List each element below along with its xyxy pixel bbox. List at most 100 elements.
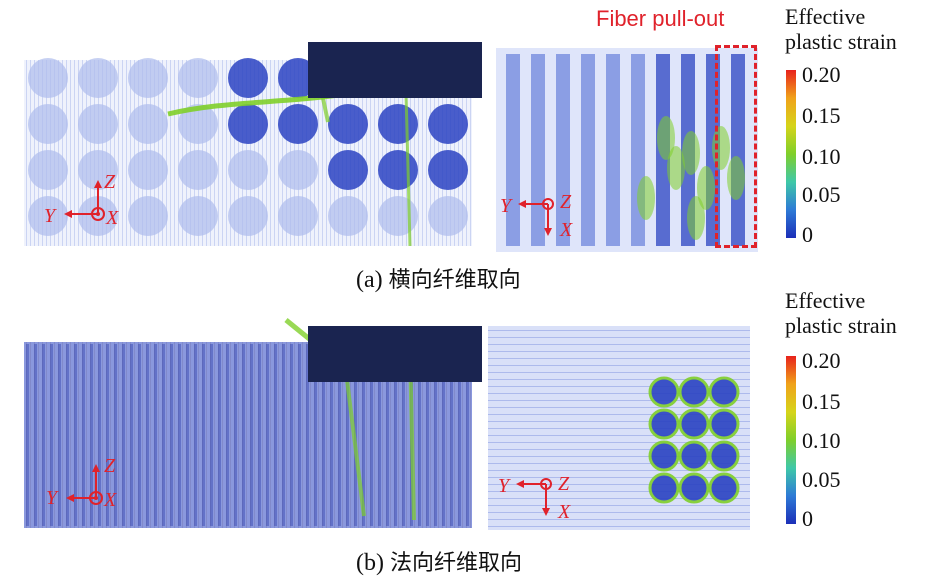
fiber-circle [78,150,118,190]
caption-a: (a) 横向纤维取向 [356,262,521,294]
fiber-circle [178,58,218,98]
axis-arrows-b-right [516,478,552,516]
fiber-circle [378,196,418,236]
panel-a-side-svg [24,42,482,247]
colorbar-b-title: Effective plastic strain [785,288,897,338]
fiber-column [186,344,189,526]
axis-z-label-b-left: Z [104,455,116,477]
colorbar-a-title-line1: Effective [785,4,866,29]
fiber-circle [428,196,468,236]
axis-z-label-b-right: Z [558,473,570,495]
fiber-circle [128,150,168,190]
fiber-circle [708,440,740,472]
colorbar-a [786,70,796,238]
fiber-column [170,344,173,526]
axis-y-label-b-right: Y [498,475,510,497]
axis-arrows-a-right [518,198,554,236]
fiber-column [210,344,213,526]
panel-b-section-view [488,326,750,530]
fiber-column [242,344,245,526]
colorbar-b-title-line2: plastic strain [785,313,897,338]
colorbar-b-tick-4: 0.05 [802,467,841,492]
strain-spot [682,131,700,175]
fiber-column [202,344,205,526]
colorbar-a-tick-4: 0.05 [802,182,841,207]
colorbar-b-tick-2: 0.15 [802,389,841,414]
fiber-circle [708,408,740,440]
axis-z-label-a-left: Z [104,171,116,193]
fiber-column [154,344,157,526]
fiber-pullout-label: Fiber pull-out [596,6,725,31]
fiber-column [282,344,285,526]
fiber-column [114,344,117,526]
fiber-circle [678,408,710,440]
fiber-stripe [606,54,620,246]
fiber-column [274,344,277,526]
fiber-circle [678,440,710,472]
fiber-column [298,344,301,526]
colorbar-a-title-line2: plastic strain [785,29,897,54]
fiber-column [50,344,53,526]
fiber-column [162,344,165,526]
fiber-pullout-box [715,45,757,248]
strain-spot [667,146,685,190]
fiber-column [250,344,253,526]
fiber-circle [278,150,318,190]
panel-b-side-view [18,316,482,534]
fiber-circle [428,104,468,144]
strain-spot [637,176,655,220]
fiber-column [322,344,325,526]
mesh-line [488,337,750,338]
colorbar-b-tick-5: 0 [802,506,813,531]
fiber-circle [228,104,268,144]
mesh-line [488,512,750,513]
mesh-line [488,407,750,408]
fiber-column [290,344,293,526]
mesh-line [488,330,750,331]
fiber-stripe [556,54,570,246]
caption-a-prefix: (a) [356,267,389,293]
fiber-circle [178,150,218,190]
mesh-line [488,435,750,436]
fiber-column [194,344,197,526]
fiber-column [394,344,397,526]
fiber-circle [648,472,680,504]
mesh-line [488,470,750,471]
mesh-line [488,421,750,422]
fiber-circle [378,104,418,144]
fiber-column [362,344,365,526]
fiber-column [106,344,109,526]
fiber-column [258,344,261,526]
fiber-column [82,344,85,526]
fiber-column [434,344,437,526]
fiber-circle [228,150,268,190]
fiber-circle [228,58,268,98]
fiber-circle [178,104,218,144]
caption-a-text: 横向纤维取向 [388,268,521,293]
fiber-circle [648,440,680,472]
colorbar-b-title-line1: Effective [785,288,866,313]
mesh-line [488,463,750,464]
fiber-stripe [581,54,595,246]
fiber-column [330,344,333,526]
fiber-column [314,344,317,526]
fiber-column [226,344,229,526]
panel-b-side-svg [24,318,482,528]
fiber-column [34,344,37,526]
colorbar-a-title: Effective plastic strain [785,4,897,54]
fiber-circle [328,104,368,144]
colorbar-a-tick-5: 0 [802,222,813,247]
mesh-line [488,428,750,429]
fiber-column [346,344,349,526]
mesh-line [488,393,750,394]
axis-arrows-b-left [66,464,103,505]
fiber-column [42,344,45,526]
fiber-circles-b [648,376,740,504]
fiber-circle [278,104,318,144]
fiber-column [386,344,389,526]
fiber-circle [708,472,740,504]
mesh-line [488,484,750,485]
mesh-line [488,477,750,478]
fiber-circle [28,58,68,98]
fiber-circle [678,376,710,408]
